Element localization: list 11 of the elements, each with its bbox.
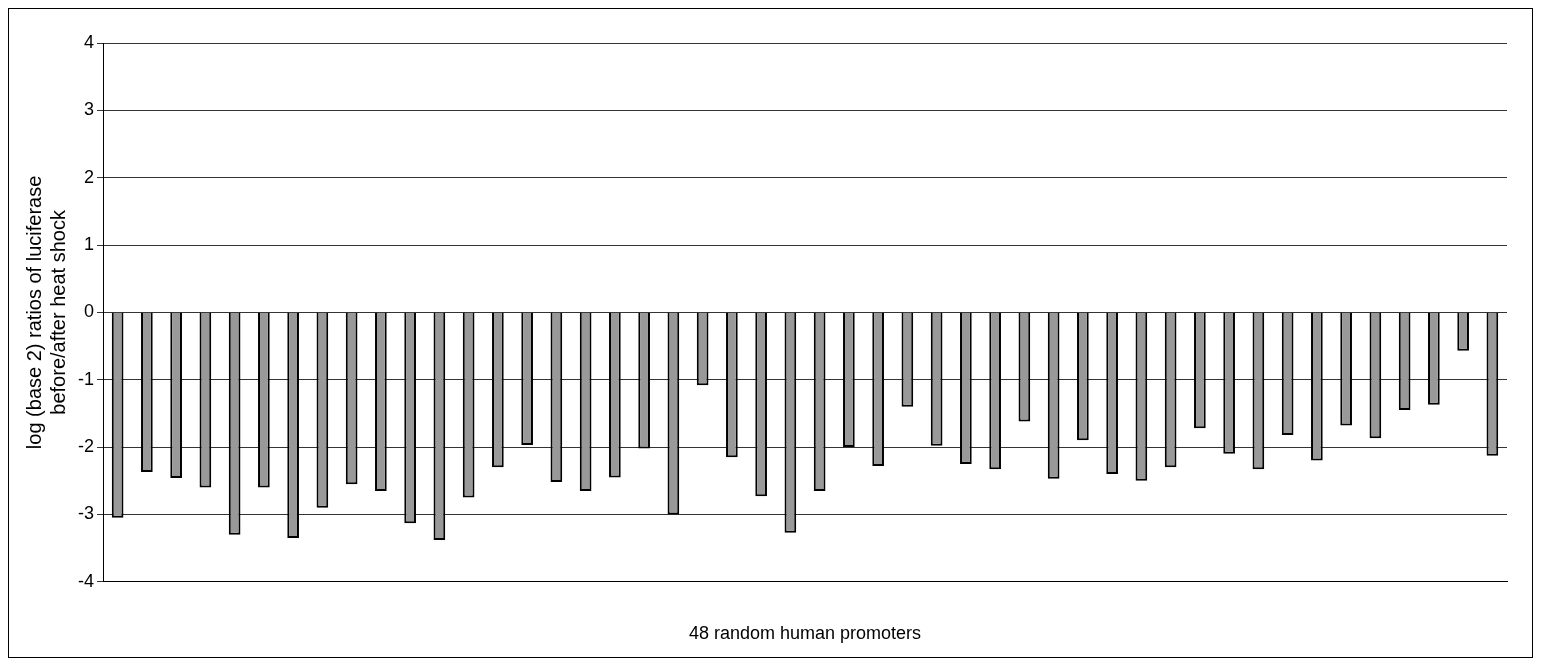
y-tick-label: -4 bbox=[77, 570, 94, 591]
y-tick-label: -3 bbox=[77, 503, 94, 524]
y-axis-title: log (base 2) ratios of luciferase before/after heat shock bbox=[22, 175, 69, 450]
y-tick-label: 3 bbox=[83, 99, 94, 120]
y-tick-label: 0 bbox=[83, 301, 94, 322]
y-tick-label: 2 bbox=[83, 166, 94, 187]
y-tick-label: 1 bbox=[83, 234, 94, 255]
y-tick-label: -1 bbox=[77, 368, 94, 389]
x-axis-title: 48 random human promoters bbox=[688, 623, 922, 644]
y-tick-label: -2 bbox=[77, 436, 94, 457]
y-tick-label: 4 bbox=[83, 31, 94, 52]
